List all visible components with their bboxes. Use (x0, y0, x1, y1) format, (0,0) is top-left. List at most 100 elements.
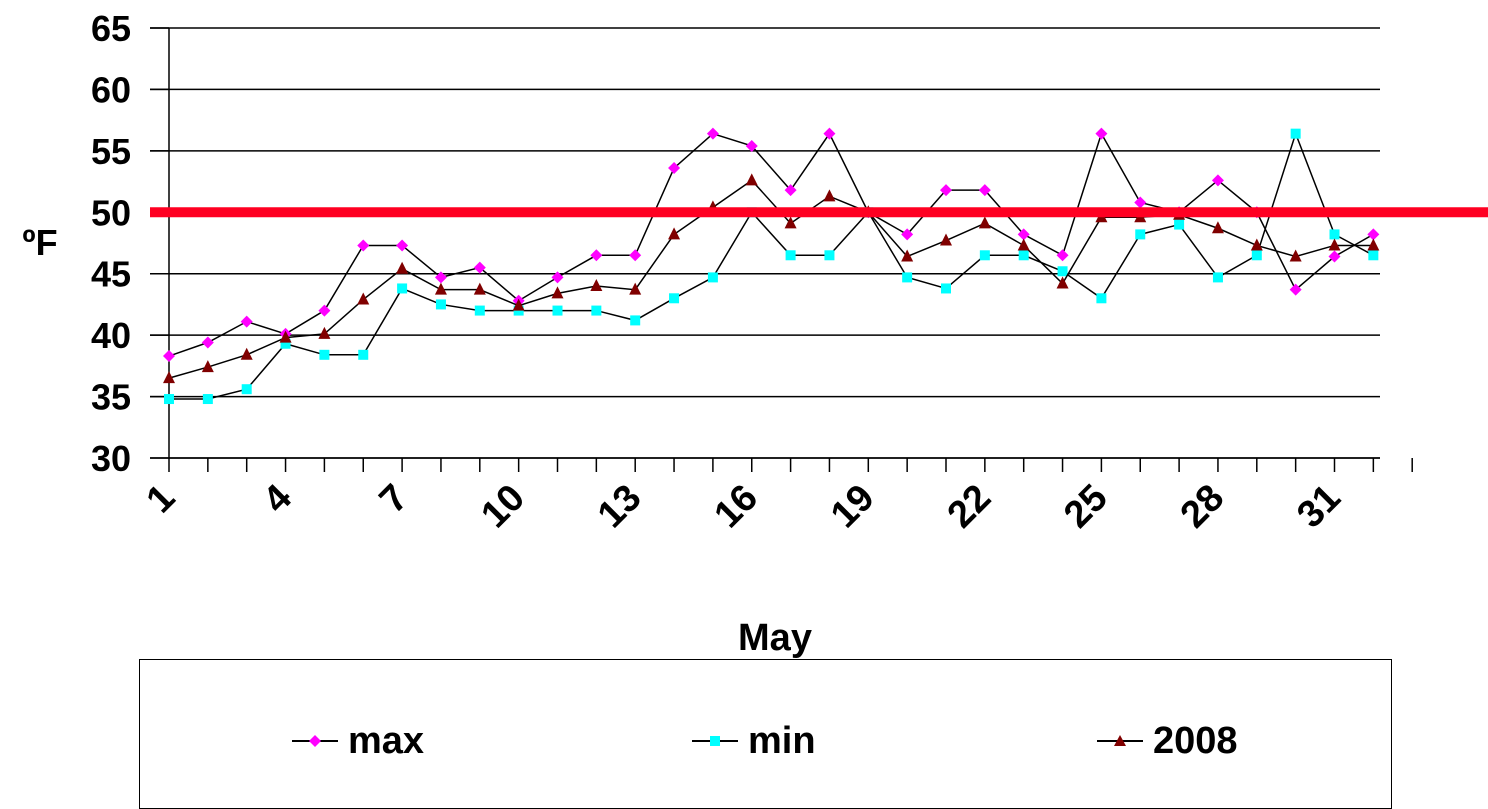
y-tick-label: 60 (91, 69, 131, 110)
point-max (1134, 196, 1147, 209)
point-2008 (434, 282, 447, 295)
point-2008 (1250, 238, 1263, 251)
point-min (435, 299, 446, 310)
y-tick-label: 45 (91, 254, 131, 295)
point-2008 (163, 371, 175, 384)
point-min (1329, 229, 1340, 240)
gridlines (150, 27, 1380, 459)
point-max (1017, 228, 1030, 241)
point-max (1056, 249, 1069, 262)
point-max (590, 249, 603, 262)
point-min (785, 250, 796, 261)
series-line-max (168, 131, 1374, 357)
x-axis-label: May (738, 617, 812, 659)
legend-item-max: max (290, 719, 425, 762)
point-2008 (978, 216, 991, 229)
point-max (1328, 250, 1341, 263)
point-2008 (512, 298, 525, 311)
point-min (280, 338, 291, 349)
point-min (319, 349, 330, 360)
point-max (396, 239, 409, 252)
point-min (824, 250, 835, 261)
legend: max min 2008 (139, 659, 1392, 809)
point-max (978, 184, 991, 197)
point-min (902, 272, 913, 283)
point-min (979, 250, 990, 261)
point-min (1290, 128, 1301, 139)
point-max (1211, 174, 1224, 187)
point-max (240, 315, 253, 328)
point-min (164, 394, 174, 405)
point-2008 (745, 173, 758, 186)
y-tick-label: 65 (91, 8, 131, 49)
point-max (1095, 127, 1108, 140)
point-2008 (823, 189, 836, 202)
y-tick-label: 55 (91, 131, 131, 172)
diamond-marker-icon (292, 735, 338, 747)
point-2008 (473, 282, 486, 295)
point-max (1289, 283, 1302, 296)
point-2008 (279, 330, 292, 343)
point-2008 (901, 249, 914, 262)
legend-item-2008: 2008 (1095, 719, 1238, 762)
x-tick-label: 1 (139, 477, 184, 522)
point-min (1212, 272, 1223, 283)
legend-label-min: min (748, 719, 816, 762)
point-min (552, 305, 563, 316)
point-2008 (590, 279, 603, 291)
point-2008 (629, 282, 642, 295)
point-2008 (1367, 238, 1380, 251)
point-2008 (396, 261, 409, 274)
point-2008 (1211, 221, 1224, 234)
point-min (397, 283, 408, 294)
point-2008 (551, 286, 564, 299)
x-tick-label: 31 (1289, 477, 1349, 537)
point-min (1135, 229, 1146, 240)
point-min (1174, 219, 1185, 230)
point-2008 (1328, 238, 1341, 251)
point-max (823, 127, 836, 140)
point-max (629, 249, 642, 262)
point-min (630, 315, 641, 326)
x-tick-label: 10 (473, 477, 533, 537)
point-2008 (1056, 276, 1069, 289)
x-tick-label: 16 (707, 477, 767, 537)
triangle-marker-icon (1097, 735, 1143, 746)
x-tick-label: 19 (823, 477, 883, 537)
point-min (1251, 250, 1262, 261)
x-tick-label: 22 (940, 477, 1000, 537)
point-max (940, 184, 952, 197)
x-tick-label: 28 (1173, 477, 1233, 537)
point-max (668, 162, 681, 175)
point-min (941, 283, 951, 294)
point-2008 (784, 216, 797, 229)
point-max (706, 127, 719, 140)
point-min (474, 305, 485, 316)
y-tick-label: 30 (91, 438, 131, 479)
point-max (1367, 228, 1380, 241)
y-tick-label: 35 (91, 377, 131, 418)
point-min (1368, 250, 1379, 261)
point-max (201, 336, 214, 349)
point-max (473, 261, 486, 274)
x-tick-label: 25 (1056, 477, 1116, 537)
point-min (669, 293, 680, 304)
point-max (318, 304, 331, 317)
point-2008 (668, 227, 681, 240)
point-2008 (1289, 249, 1302, 262)
x-tick-label: 4 (255, 477, 300, 522)
point-max (357, 239, 370, 252)
point-min (707, 272, 718, 283)
legend-label-max: max (348, 719, 425, 762)
point-2008 (357, 292, 370, 305)
series-layer (163, 127, 1380, 405)
point-max (745, 139, 758, 152)
legend-item-min: min (690, 719, 816, 762)
y-tick-label: 40 (91, 315, 131, 356)
point-min (1096, 293, 1107, 304)
point-max (434, 271, 447, 284)
legend-label-2008: 2008 (1153, 719, 1238, 762)
point-max (551, 271, 564, 284)
point-min (1057, 266, 1068, 277)
point-min (358, 349, 369, 360)
